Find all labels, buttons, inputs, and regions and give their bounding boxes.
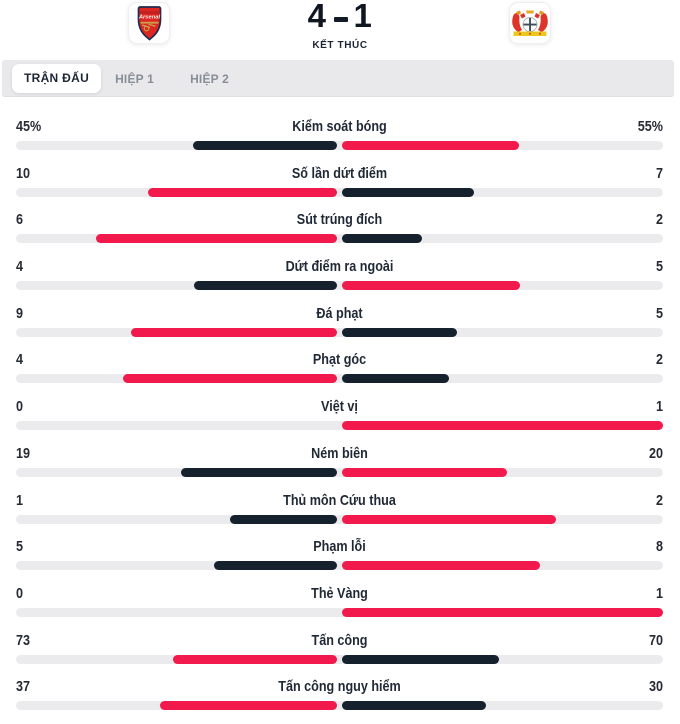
svg-text:Arsenal: Arsenal bbox=[137, 14, 160, 20]
